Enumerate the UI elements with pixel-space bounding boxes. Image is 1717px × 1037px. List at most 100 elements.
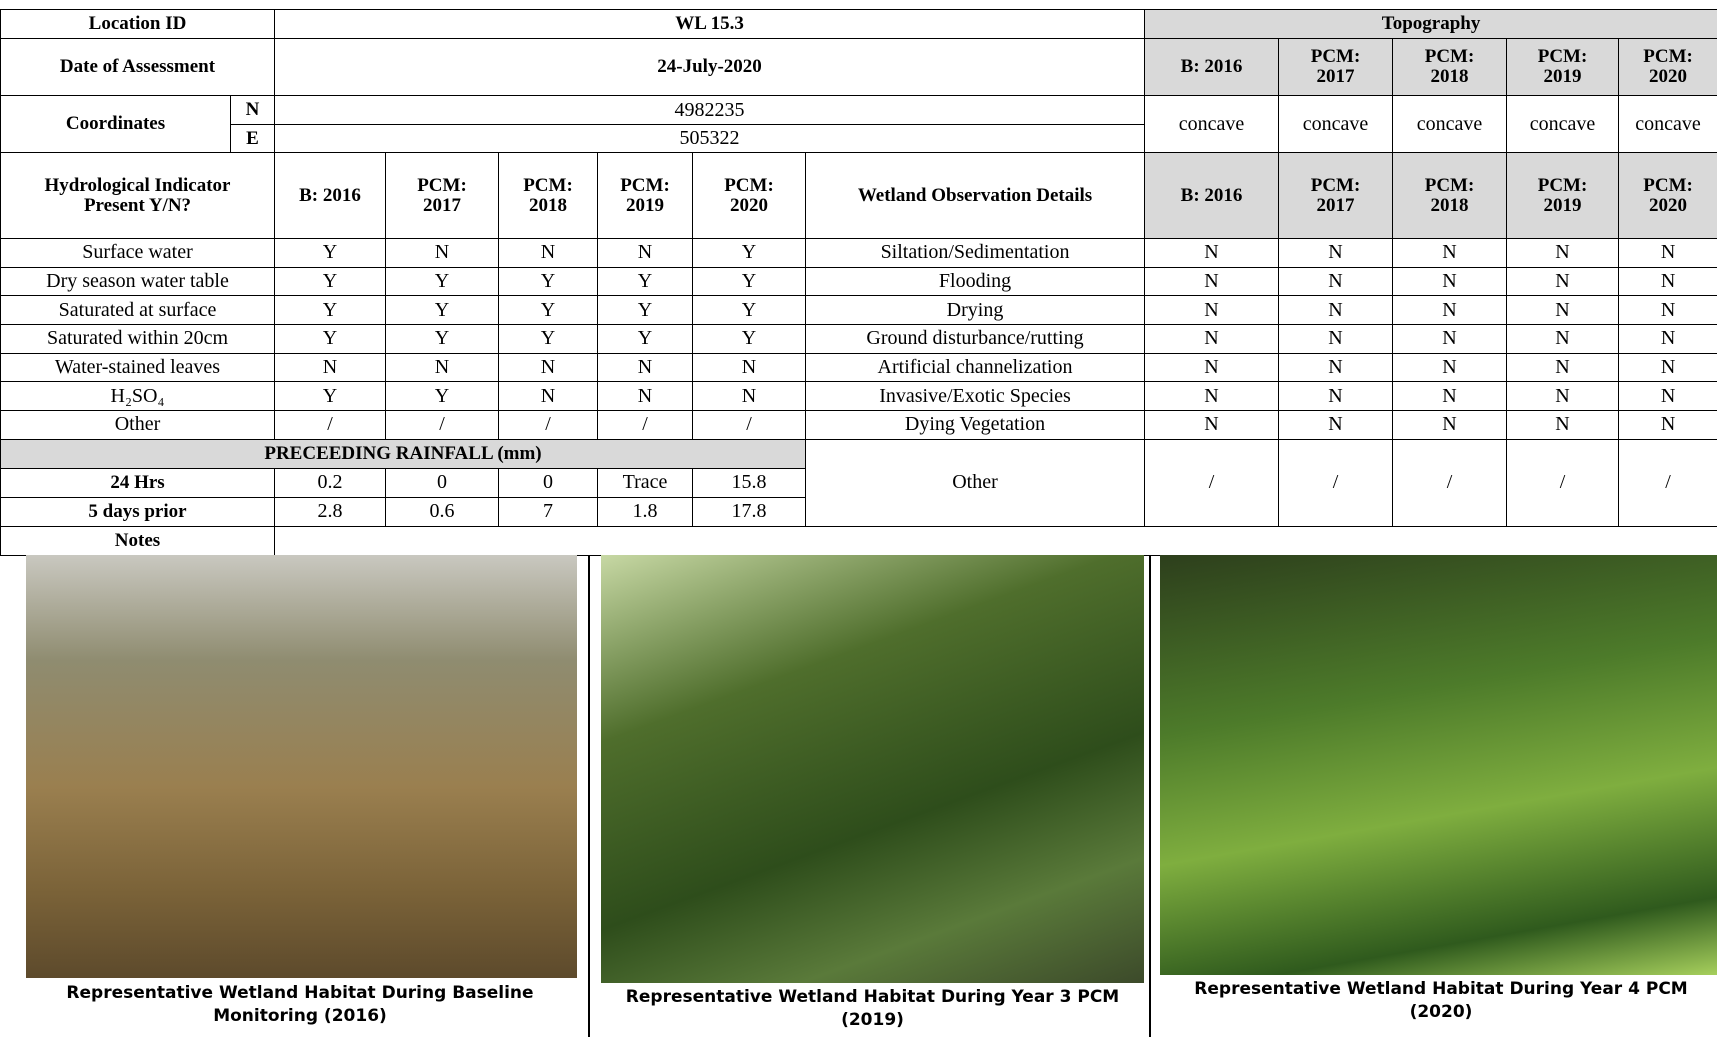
cell: 24 Hrs (0, 467, 275, 498)
cell: Saturated at surface (0, 295, 275, 326)
cell: N (1618, 381, 1717, 412)
cell: WL 15.3 (273, 9, 1146, 39)
cell: / (1392, 438, 1508, 527)
divider (1149, 555, 1151, 1037)
cell: 0 (385, 467, 499, 498)
cell: N (1618, 238, 1717, 268)
cell: Y (274, 381, 386, 412)
cell: N (498, 352, 598, 383)
cell: N (1392, 266, 1508, 297)
cell: 2.8 (274, 496, 386, 527)
cell: N (385, 352, 499, 383)
divider (588, 555, 590, 1037)
photo (1160, 555, 1717, 975)
cell: Dying Vegetation (804, 410, 1146, 440)
cell: / (274, 410, 386, 440)
cell: 24-July-2020 (273, 38, 1146, 96)
cell: N (1506, 295, 1620, 326)
photo-caption: Representative Wetland Habitat During Ye… (625, 987, 1120, 1030)
cell: Y (274, 295, 386, 326)
cell: Y (498, 324, 598, 354)
cell: PCM: 2018 (1392, 152, 1508, 239)
observation-table: Location ID WL 15.3 Topography Date of Ass… (0, 9, 1717, 556)
cell: Y (692, 295, 806, 326)
cell: N (1392, 410, 1508, 440)
cell: Y (597, 324, 693, 354)
cell: N (1144, 295, 1280, 326)
cell: N (385, 238, 499, 268)
cell: Siltation/Sedimentation (804, 238, 1146, 268)
cell: Artificial channelization (804, 352, 1146, 383)
cell: N (1506, 238, 1620, 268)
cell: N (1506, 266, 1620, 297)
cell: N (1278, 352, 1394, 383)
cell: Ground disturbance/rutting (804, 324, 1146, 354)
cell: N (1278, 324, 1394, 354)
cell: Date of Assessment (0, 38, 275, 96)
cell: Location ID (0, 9, 275, 39)
photo-caption: Representative Wetland Habitat During Ba… (66, 983, 534, 1026)
cell: 0.2 (274, 467, 386, 498)
cell: PCM: 2017 (1278, 38, 1394, 96)
cell: PCM: 2018 (1392, 38, 1508, 96)
cell: N (1278, 410, 1394, 440)
cell: Notes (0, 525, 275, 556)
cell: N (597, 238, 693, 268)
cell: 7 (498, 496, 598, 527)
cell: N (1278, 381, 1394, 412)
cell: Other (0, 410, 275, 440)
cell: 15.8 (692, 467, 806, 498)
cell: PCM: 2020 (1618, 38, 1717, 96)
cell: N (1278, 295, 1394, 326)
cell: N (1506, 381, 1620, 412)
cell: Y (274, 238, 386, 268)
cell: Y (385, 324, 499, 354)
cell: 0.6 (385, 496, 499, 527)
cell: concave (1618, 95, 1717, 153)
cell: PCM: 2017 (385, 152, 499, 239)
cell: Y (274, 266, 386, 297)
cell: Dry season water table (0, 266, 275, 297)
cell: Y (597, 266, 693, 297)
photo-area: Representative Wetland Habitat During Ba… (0, 555, 1717, 1037)
cell: N (692, 381, 806, 412)
cell: Water-stained leaves (0, 352, 275, 383)
cell: Flooding (804, 266, 1146, 297)
cell: N (1144, 410, 1280, 440)
cell: PCM: 2018 (498, 152, 598, 239)
cell: N (1618, 295, 1717, 326)
cell: N (597, 352, 693, 383)
cell: 505322 (273, 124, 1146, 153)
cell: concave (1144, 95, 1280, 153)
cell: N (1392, 352, 1508, 383)
cell: Y (692, 324, 806, 354)
cell: / (498, 410, 598, 440)
cell: PRECEEDING RAINFALL (mm) (0, 438, 806, 469)
cell: / (1506, 438, 1620, 527)
cell: Invasive/Exotic Species (804, 381, 1146, 412)
cell: N (1392, 295, 1508, 326)
photo-caption: Representative Wetland Habitat During Ye… (1194, 979, 1688, 1022)
cell: Other (804, 438, 1146, 527)
cell: N (498, 381, 598, 412)
cell: Topography (1144, 9, 1717, 39)
cell: / (597, 410, 693, 440)
cell (273, 525, 1717, 556)
cell: N (1506, 410, 1620, 440)
cell: N (274, 352, 386, 383)
cell: B: 2016 (1144, 38, 1280, 96)
cell: Coordinates (0, 95, 231, 153)
cell: / (385, 410, 499, 440)
cell: 4982235 (273, 95, 1146, 125)
cell: Y (498, 295, 598, 326)
cell: N (1618, 324, 1717, 354)
cell: PCM: 2017 (1278, 152, 1394, 239)
cell: 0 (498, 467, 598, 498)
cell: Y (385, 381, 499, 412)
cell: Wetland Observation Details (804, 152, 1146, 239)
cell: N (1144, 266, 1280, 297)
cell: PCM: 2020 (692, 152, 806, 239)
cell: Drying (804, 295, 1146, 326)
cell: 1.8 (597, 496, 693, 527)
